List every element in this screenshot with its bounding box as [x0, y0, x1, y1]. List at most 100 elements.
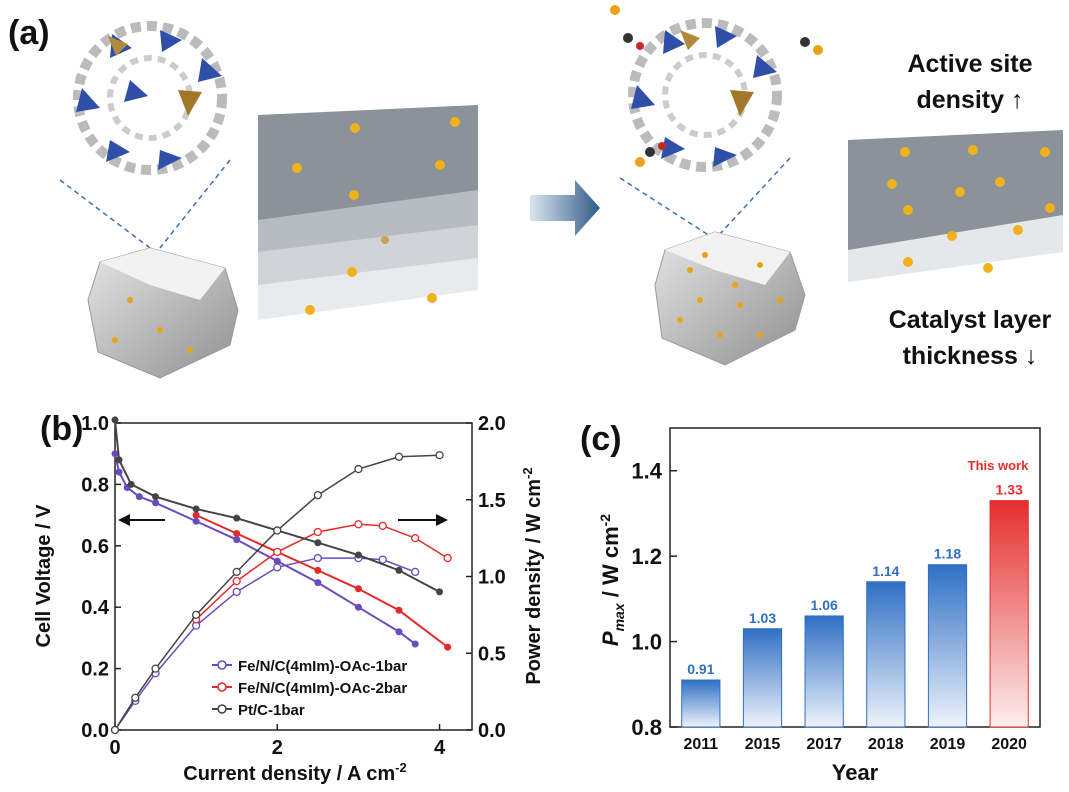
- b-voltage-point: [111, 416, 119, 424]
- b-ytick-left-label: 0.0: [81, 720, 109, 742]
- b-voltage-point: [395, 628, 403, 636]
- b-power-point: [411, 533, 420, 543]
- b-power-point: [131, 693, 140, 702]
- b-legend-marker: [217, 682, 227, 692]
- b-ytick-left-label: 0.8: [81, 474, 109, 496]
- b-power-point: [354, 464, 363, 474]
- b-ytick-left-label: 0.4: [81, 597, 110, 619]
- b-power-point: [151, 664, 160, 673]
- panel-a-label: (a): [8, 14, 50, 52]
- b-voltage-point: [354, 585, 362, 593]
- c-xtick-label: 2011: [683, 736, 718, 753]
- c-xtick-label: 2018: [868, 736, 904, 753]
- b-ytick-left-label: 0.6: [81, 536, 109, 558]
- b-legend-marker: [217, 660, 227, 670]
- b-voltage-line-0: [114, 453, 416, 645]
- b-power-point: [435, 451, 444, 460]
- b-ytick-left-label: 0.2: [81, 659, 109, 681]
- b-voltage-point: [314, 539, 322, 547]
- b-legend-label: Fe/N/C(4mIm)-OAc-2bar: [238, 680, 407, 697]
- b-voltage-point: [111, 450, 119, 458]
- b-ytick-right-label: 0.0: [478, 720, 506, 742]
- b-power-point: [313, 553, 322, 563]
- b-voltage-point: [436, 588, 444, 596]
- b-ylabel-right: Power density / W cm-2: [520, 467, 545, 684]
- b-legend-label: Pt/C-1bar: [238, 702, 305, 719]
- b-power-point: [378, 555, 387, 564]
- right-arrow-small-icon: [398, 514, 448, 526]
- b-legend: Fe/N/C(4mIm)-OAc-1bar Fe/N/C(4mIm)-OAc-2b…: [212, 658, 407, 719]
- b-voltage-point: [152, 493, 160, 501]
- b-power-point: [191, 610, 201, 620]
- this-work-annotation: This work: [968, 458, 1029, 473]
- b-voltage-point: [273, 557, 281, 565]
- b-voltage-point: [127, 480, 135, 488]
- b-voltage-point: [354, 551, 362, 559]
- b-ytick-right-label: 1.5: [478, 490, 506, 512]
- b-voltage-point: [411, 640, 419, 648]
- b-power-point: [313, 527, 322, 537]
- c-bar-value-label: 1.33: [996, 482, 1023, 498]
- catalyst-layers-left-icon: [258, 105, 478, 320]
- c-bar-value-label: 1.18: [934, 546, 961, 562]
- c-bar-value-label: 1.06: [811, 597, 838, 613]
- c-ylabel: Pmax / W cm-2: [597, 514, 627, 646]
- b-xlabel: Current density / A cm-2: [183, 760, 406, 785]
- c-bar-value-label: 0.91: [687, 661, 714, 677]
- b-voltage-point: [115, 468, 123, 476]
- mof-ring-right-icon: [610, 5, 823, 172]
- c-bar: [742, 628, 783, 728]
- b-ytick-right-label: 1.0: [478, 567, 506, 589]
- b-legend-marker: [217, 704, 227, 714]
- b-voltage-point: [395, 606, 403, 614]
- b-voltage-point: [192, 517, 200, 525]
- b-power-point: [232, 587, 241, 596]
- panel-c-label: (c): [580, 420, 622, 458]
- b-power-point: [443, 553, 452, 563]
- c-ytick-label: 1.4: [631, 459, 662, 484]
- b-voltage-point: [354, 603, 362, 611]
- b-voltage-point: [152, 499, 160, 507]
- c-bar: [804, 615, 844, 728]
- b-xtick-label: 4: [434, 737, 446, 759]
- left-arrow-icon: [118, 514, 165, 526]
- c-ytick-label: 0.8: [631, 715, 662, 740]
- b-voltage-point: [314, 579, 322, 587]
- catalyst-layer-line2: thickness ↓: [903, 342, 1038, 370]
- b-power-point: [411, 567, 420, 577]
- c-bar: [866, 581, 906, 728]
- polyhedron-right-icon: [654, 231, 806, 366]
- b-voltage-point: [135, 493, 143, 501]
- active-site-line1: Active site: [907, 50, 1032, 78]
- b-power-point: [394, 452, 404, 461]
- b-voltage-point: [233, 530, 241, 538]
- b-voltage-point: [395, 566, 403, 574]
- b-voltage-point: [192, 511, 200, 519]
- c-bar: [989, 500, 1029, 728]
- b-voltage-point: [192, 505, 200, 513]
- b-power-point: [313, 490, 322, 500]
- right-arrow-icon: [530, 180, 600, 236]
- b-power-line-2: [114, 454, 440, 731]
- plot-c-frame: [669, 427, 1041, 728]
- b-voltage-point: [115, 456, 123, 464]
- b-ytick-left-label: 1.0: [81, 413, 109, 435]
- b-power-point: [232, 567, 241, 577]
- b-ylabel-left: Cell Voltage / V: [33, 504, 55, 648]
- c-xtick-label: 2019: [930, 736, 966, 753]
- b-voltage-point: [233, 536, 241, 544]
- b-power-point: [232, 576, 241, 586]
- c-ytick-label: 1.0: [631, 630, 662, 655]
- c-bar-value-label: 1.14: [872, 563, 899, 579]
- c-bar: [681, 679, 721, 728]
- c-xtick-label: 2020: [991, 736, 1027, 753]
- catalyst-layer-line1: Catalyst layer: [889, 306, 1052, 334]
- b-power-point: [354, 520, 363, 529]
- mof-ring-left-icon: [73, 21, 227, 175]
- b-power-point: [273, 563, 282, 572]
- panel-c: (c) 0.8 1.0 1.2 1.4 0.91 2011 1.03 2015 1.06 201…: [580, 420, 1041, 785]
- c-xlabel: Year: [832, 760, 879, 785]
- b-legend-label: Fe/N/C(4mIm)-OAc-1bar: [238, 658, 407, 675]
- b-xtick-label: 0: [109, 737, 120, 759]
